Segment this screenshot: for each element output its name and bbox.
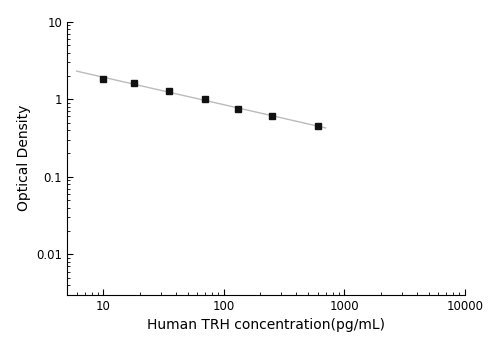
Y-axis label: Optical Density: Optical Density bbox=[16, 105, 30, 211]
X-axis label: Human TRH concentration(pg/mL): Human TRH concentration(pg/mL) bbox=[147, 318, 385, 332]
